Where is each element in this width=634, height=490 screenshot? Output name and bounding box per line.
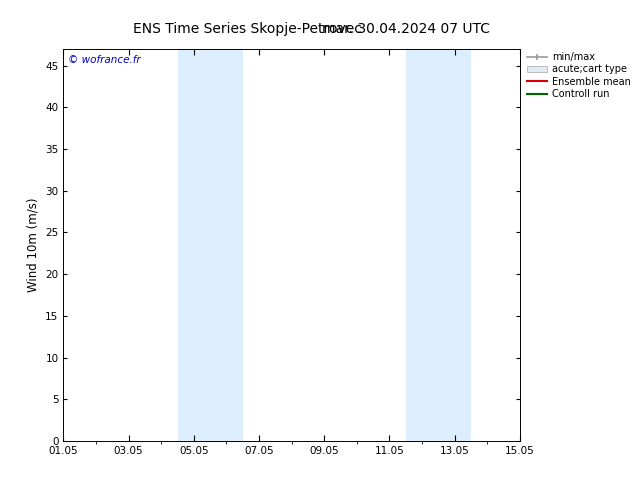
Text: © wofrance.fr: © wofrance.fr bbox=[68, 55, 141, 65]
Y-axis label: Wind 10m (m/s): Wind 10m (m/s) bbox=[27, 198, 40, 292]
Text: mar. 30.04.2024 07 UTC: mar. 30.04.2024 07 UTC bbox=[322, 22, 489, 36]
Bar bbox=[406, 49, 471, 441]
Bar bbox=[178, 49, 243, 441]
Legend: min/max, acute;cart type, Ensemble mean run, Controll run: min/max, acute;cart type, Ensemble mean … bbox=[524, 49, 634, 102]
Text: ENS Time Series Skopje-Petrovec: ENS Time Series Skopje-Petrovec bbox=[133, 22, 362, 36]
